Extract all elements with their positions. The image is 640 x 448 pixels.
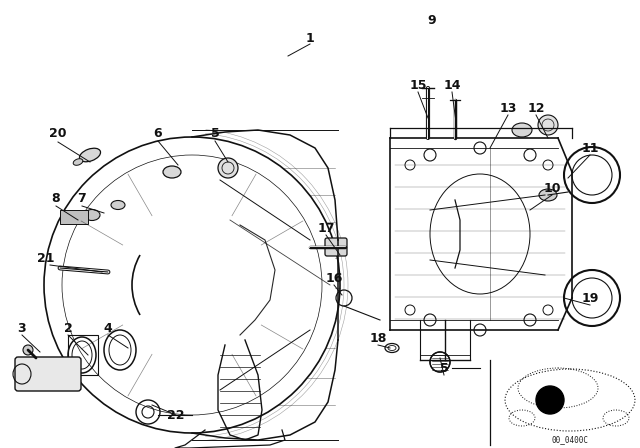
Text: 1: 1 <box>306 31 314 44</box>
Text: 18: 18 <box>369 332 387 345</box>
Text: 8: 8 <box>52 191 60 204</box>
Ellipse shape <box>163 166 181 178</box>
Text: 22: 22 <box>167 409 185 422</box>
Bar <box>68 335 98 375</box>
Text: 12: 12 <box>527 102 545 115</box>
Text: 4: 4 <box>104 322 113 335</box>
Text: 2: 2 <box>63 322 72 335</box>
Text: 14: 14 <box>444 78 461 91</box>
Ellipse shape <box>539 189 557 201</box>
Text: 3: 3 <box>18 322 26 335</box>
Text: 5: 5 <box>440 362 449 375</box>
Ellipse shape <box>512 123 532 137</box>
FancyBboxPatch shape <box>15 357 81 391</box>
Text: 19: 19 <box>581 292 598 305</box>
Text: 7: 7 <box>77 191 86 204</box>
Circle shape <box>538 115 558 135</box>
Text: 11: 11 <box>581 142 599 155</box>
Text: 20: 20 <box>49 126 67 139</box>
Text: 9: 9 <box>428 13 436 26</box>
Text: 00_0400C: 00_0400C <box>552 435 589 444</box>
Text: 10: 10 <box>543 181 561 194</box>
Bar <box>60 210 88 224</box>
Ellipse shape <box>111 201 125 210</box>
Circle shape <box>218 158 238 178</box>
Text: 17: 17 <box>317 221 335 234</box>
FancyBboxPatch shape <box>325 238 347 256</box>
Text: 13: 13 <box>499 102 516 115</box>
Ellipse shape <box>84 210 100 220</box>
Ellipse shape <box>73 159 83 165</box>
Text: 6: 6 <box>154 126 163 139</box>
Text: 16: 16 <box>325 271 342 284</box>
Ellipse shape <box>79 148 100 162</box>
Circle shape <box>536 386 564 414</box>
Text: 5: 5 <box>211 126 220 139</box>
Text: 21: 21 <box>37 251 55 264</box>
Text: 15: 15 <box>409 78 427 91</box>
Circle shape <box>23 345 33 355</box>
